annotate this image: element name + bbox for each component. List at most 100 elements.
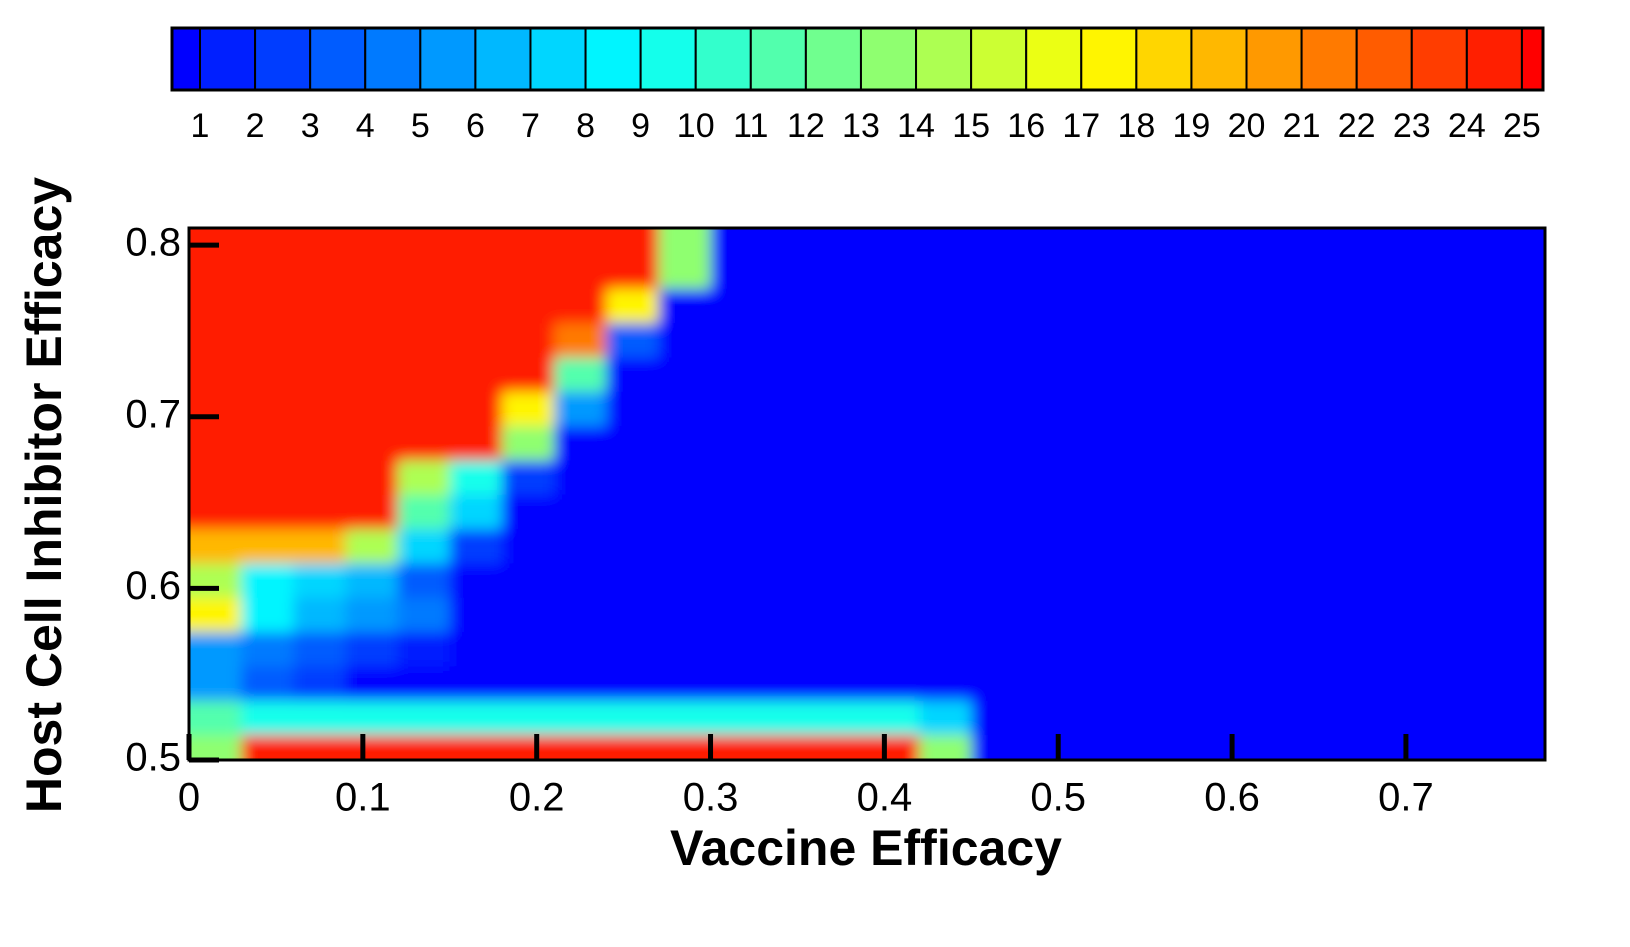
heatmap-cell [606,665,660,701]
heatmap-cell [1127,528,1181,564]
heatmap-cell [449,562,503,598]
heatmap-cell [658,459,712,495]
heatmap-cell [397,494,451,530]
heatmap-cell [1284,699,1338,736]
heatmap-cell [1179,228,1233,255]
heatmap-cell [1336,228,1390,255]
heatmap-cell [189,665,242,701]
heatmap-cell [1127,288,1181,324]
heatmap-cell [241,631,295,667]
heatmap-cell [1492,228,1545,255]
heatmap-cell [867,665,920,701]
heatmap-cell [241,228,295,255]
heatmap-cell [189,425,242,461]
heatmap-cell [1075,562,1129,598]
colorbar-label: 11 [733,107,768,145]
heatmap-cell [762,322,816,358]
heatmap-cell [1492,253,1545,289]
heatmap-cell [658,665,712,701]
heatmap-cell [554,528,608,564]
heatmap-cell [189,596,242,633]
heatmap-cell [293,288,347,324]
colorbar-label: 14 [897,107,935,145]
heatmap-cell [762,734,816,760]
heatmap-cell [1492,459,1545,495]
heatmap-cell [345,253,399,289]
colorbar-swatch [1465,27,1523,91]
heatmap-cell [867,699,920,736]
heatmap-cell [919,631,973,667]
heatmap-cell [554,459,608,495]
heatmap-cell [189,528,242,564]
heatmap-cell [606,459,660,495]
colorbar-label: 24 [1448,107,1486,145]
heatmap-cell [345,425,399,461]
heatmap-cell [449,665,503,701]
heatmap-cell [814,699,868,736]
heatmap-cell [606,228,660,255]
heatmap-cell [1232,494,1286,530]
heatmap-cell [867,562,920,598]
heatmap-cell [501,596,555,633]
heatmap-cell [397,322,451,358]
heatmap-cell [1232,528,1286,564]
heatmap-cell [658,228,712,255]
heatmap-cell [710,596,764,633]
heatmap-cell [1179,734,1233,760]
heatmap-cell [867,253,920,289]
heatmap-cell [710,459,764,495]
heatmap-cell [1492,699,1545,736]
heatmap-cell [449,734,503,760]
heatmap-cell [1284,356,1338,392]
heatmap-cell [1075,528,1129,564]
heatmap-cell [189,356,242,392]
heatmap-cell [501,734,555,760]
heatmap-cell [1492,356,1545,392]
heatmap [189,228,1545,760]
heatmap-cell [345,459,399,495]
heatmap-cell [710,699,764,736]
heatmap-cell [397,228,451,255]
heatmap-cell [867,228,920,255]
heatmap-cell [658,356,712,392]
heatmap-cell [241,528,295,564]
heatmap-cell [762,228,816,255]
heatmap-cell [241,391,295,427]
heatmap-cell [1023,596,1077,633]
heatmap-cell [971,322,1025,358]
heatmap-cell [1492,494,1545,530]
colorbar-swatch [749,27,807,91]
colorbar-swatch [1410,27,1468,91]
heatmap-cell [1023,494,1077,530]
heatmap-cell [971,596,1025,633]
heatmap-cell [971,494,1025,530]
heatmap-cell [241,494,295,530]
heatmap-cell [293,228,347,255]
heatmap-cell [293,665,347,701]
heatmap-cell [554,425,608,461]
heatmap-cell [345,734,399,760]
heatmap-cell [397,253,451,289]
colorbar-swatch [474,27,532,91]
heatmap-cell [814,494,868,530]
heatmap-cell [1388,356,1442,392]
heatmap-cell [606,494,660,530]
heatmap-cell [1179,596,1233,633]
heatmap-cells [189,228,1545,760]
heatmap-cell [1492,734,1545,760]
heatmap-cell [1284,253,1338,289]
heatmap-cell [241,562,295,598]
heatmap-cell [293,253,347,289]
y-tick-label: 0.6 [125,564,181,608]
heatmap-cell [501,665,555,701]
x-tick-label: 0.1 [335,776,391,820]
colorbar-swatch [1025,27,1083,91]
heatmap-cell [1440,734,1494,760]
heatmap-cell [919,596,973,633]
heatmap-cell [606,425,660,461]
heatmap-cell [1440,562,1494,598]
heatmap-cell [554,665,608,701]
heatmap-cell [1492,562,1545,598]
heatmap-cell [189,228,242,255]
heatmap-cell [1127,391,1181,427]
